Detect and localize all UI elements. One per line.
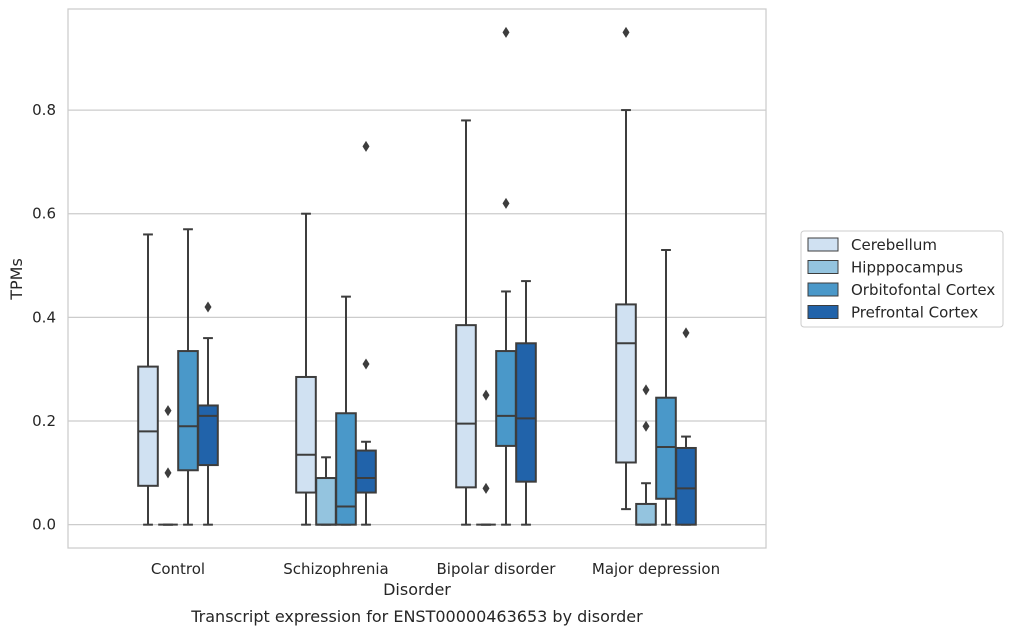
outlier-point	[642, 384, 650, 396]
box	[315, 477, 337, 526]
y-tick-label: 0.8	[32, 101, 56, 119]
series-prefrontal-cortex	[197, 140, 697, 526]
series-orbitofontal-cortex	[177, 26, 677, 526]
legend-label: Orbitofontal Cortex	[851, 281, 995, 299]
box	[495, 350, 517, 447]
box	[177, 350, 199, 472]
x-axis-label: Disorder	[383, 580, 451, 599]
outlier-point	[502, 26, 510, 38]
outlier-point	[502, 197, 510, 209]
y-tick-label: 0.6	[32, 205, 56, 223]
x-tick-label: Bipolar disorder	[437, 560, 557, 578]
y-tick-labels: 0.0 0.2 0.4 0.6 0.8	[32, 101, 56, 534]
box	[455, 324, 477, 489]
outlier-point	[362, 140, 370, 152]
legend-swatch	[807, 282, 839, 297]
box	[515, 342, 537, 483]
plot-area-frame	[67, 8, 767, 549]
box	[355, 449, 377, 494]
outlier-point	[204, 301, 212, 313]
y-tick-label: 0.0	[32, 516, 56, 534]
box	[675, 446, 697, 526]
outlier-point	[682, 327, 690, 339]
y-tick-label: 0.2	[32, 412, 56, 430]
outlier-point	[642, 420, 650, 432]
box	[197, 404, 219, 467]
outlier-point	[482, 482, 490, 494]
y-axis-label: TPMs	[7, 258, 26, 301]
x-tick-labels: Control Schizophrenia Bipolar disorder Majo…	[151, 560, 720, 578]
legend-label: Cerebellum	[851, 236, 937, 254]
outlier-point	[362, 358, 370, 370]
box	[635, 502, 657, 526]
series-hipppocampus	[158, 384, 657, 526]
box	[335, 412, 357, 526]
x-tick-label: Major depression	[592, 560, 720, 578]
legend-frame	[800, 230, 1004, 328]
x-tick-label: Schizophrenia	[283, 560, 388, 578]
outlier-point	[482, 389, 490, 401]
chart-caption: Transcript expression for ENST0000046365…	[190, 607, 643, 626]
legend-swatch	[807, 305, 839, 319]
legend-swatch	[807, 237, 839, 252]
box	[295, 375, 317, 494]
legend: Cerebellum Hipppocampus Orbitofontal Corte…	[800, 230, 1004, 328]
outlier-point	[622, 26, 630, 38]
box	[615, 303, 637, 464]
y-tick-label: 0.4	[32, 308, 56, 326]
outlier-point	[164, 467, 172, 479]
legend-swatch	[807, 260, 839, 274]
box	[137, 365, 159, 487]
box-series	[137, 26, 697, 526]
outlier-point	[164, 405, 172, 417]
box	[655, 396, 677, 500]
x-tick-label: Control	[151, 560, 205, 578]
legend-label: Hipppocampus	[851, 259, 963, 277]
series-cerebellum	[137, 26, 637, 526]
legend-label: Prefrontal Cortex	[851, 304, 978, 322]
